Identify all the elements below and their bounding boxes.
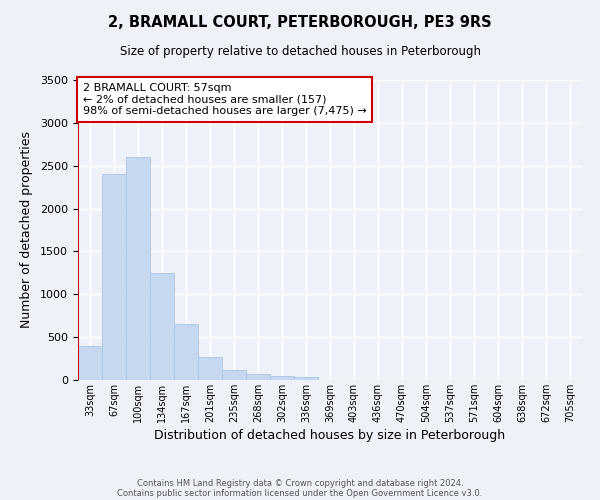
Text: 2, BRAMALL COURT, PETERBOROUGH, PE3 9RS: 2, BRAMALL COURT, PETERBOROUGH, PE3 9RS — [108, 15, 492, 30]
Text: Contains public sector information licensed under the Open Government Licence v3: Contains public sector information licen… — [118, 488, 482, 498]
Bar — [270, 376, 294, 380]
Y-axis label: Number of detached properties: Number of detached properties — [20, 132, 33, 328]
Bar — [246, 374, 270, 380]
Bar — [126, 157, 150, 380]
Bar — [222, 370, 246, 380]
X-axis label: Distribution of detached houses by size in Peterborough: Distribution of detached houses by size … — [154, 429, 506, 442]
Text: Size of property relative to detached houses in Peterborough: Size of property relative to detached ho… — [119, 45, 481, 58]
Bar — [78, 346, 102, 380]
Bar — [174, 324, 198, 380]
Text: 2 BRAMALL COURT: 57sqm
← 2% of detached houses are smaller (157)
98% of semi-det: 2 BRAMALL COURT: 57sqm ← 2% of detached … — [83, 83, 367, 116]
Bar — [102, 174, 126, 380]
Bar — [150, 273, 174, 380]
Bar — [198, 357, 222, 380]
Bar — [294, 378, 318, 380]
Text: Contains HM Land Registry data © Crown copyright and database right 2024.: Contains HM Land Registry data © Crown c… — [137, 478, 463, 488]
